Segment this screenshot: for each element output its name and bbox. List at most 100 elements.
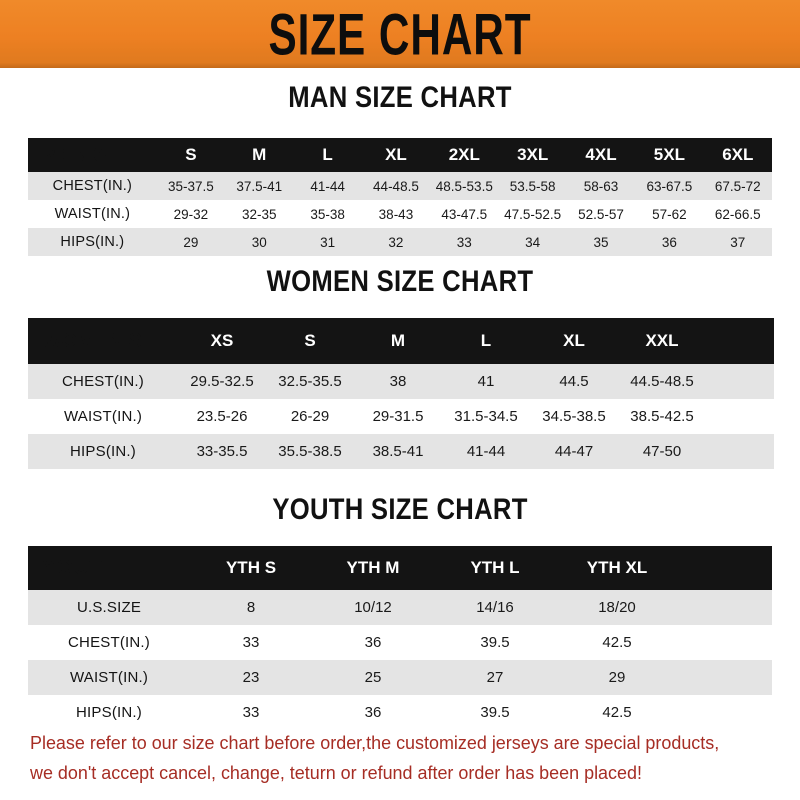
men-header-row: MEN'S S M L XL 2XL 3XL 4XL 5XL 6XL [28,138,772,172]
cell: 35 [566,228,636,256]
cell-spacer [678,590,772,625]
women-col-header: XL [530,318,618,364]
youth-col-header: YTH M [312,546,434,590]
youth-header-row: YOUTH YTH S YTH M YTH L YTH XL [28,546,772,590]
cell: 33-35.5 [178,434,266,469]
cell: 42.5 [556,625,678,660]
men-col-header: M [225,138,294,172]
table-row: HIPS(IN.) 33 36 39.5 42.5 [28,695,772,730]
cell: 32 [361,228,431,256]
men-corner-label: MEN'S [28,138,157,172]
cell: 43-47.5 [430,200,499,228]
cell: 35-37.5 [156,172,226,200]
men-col-header: 4XL [566,138,636,172]
row-label: U.S.SIZE [28,590,190,625]
cell: 29 [556,660,678,695]
women-header-row: WOMEN'S XS S M L XL XXL [28,318,774,364]
cell: 38 [354,364,442,399]
cell: 30 [225,228,294,256]
cell: 39.5 [434,625,556,660]
women-header-spacer [706,318,774,364]
cell: 41 [442,364,530,399]
cell: 23.5-26 [178,399,266,434]
row-label: CHEST(IN.) [28,364,178,399]
cell: 32-35 [225,200,294,228]
cell: 29 [156,228,226,256]
cell: 38.5-41 [354,434,442,469]
women-col-header: XXL [618,318,706,364]
youth-col-header: YTH L [434,546,556,590]
page-title: SIZE CHART [268,0,532,68]
cell: 34 [498,228,567,256]
cell: 18/20 [556,590,678,625]
table-row: CHEST(IN.) 33 36 39.5 42.5 [28,625,772,660]
table-row: HIPS(IN.) 29 30 31 32 33 34 35 36 37 [28,228,772,256]
cell-spacer [678,625,772,660]
women-col-header: M [354,318,442,364]
men-col-header: XL [361,138,431,172]
cell: 63-67.5 [635,172,704,200]
page-banner: SIZE CHART [0,0,800,68]
cell: 27 [434,660,556,695]
men-col-header: 6XL [703,138,772,172]
cell: 36 [312,625,434,660]
women-col-header: XS [178,318,266,364]
cell: 31.5-34.5 [442,399,530,434]
cell: 48.5-53.5 [430,172,499,200]
cell: 10/12 [312,590,434,625]
cell: 34.5-38.5 [530,399,618,434]
men-col-header: 2XL [430,138,499,172]
table-row: WAIST(IN.) 23.5-26 26-29 29-31.5 31.5-34… [28,399,774,434]
men-col-header: S [156,138,226,172]
disclaimer-note: Please refer to our size chart before or… [30,728,756,788]
cell-spacer [706,399,774,434]
cell: 33 [430,228,499,256]
table-row: CHEST(IN.) 29.5-32.5 32.5-35.5 38 41 44.… [28,364,774,399]
cell: 26-29 [266,399,354,434]
cell: 35.5-38.5 [266,434,354,469]
women-section-heading: WOMEN SIZE CHART [266,264,534,298]
cell: 29.5-32.5 [178,364,266,399]
cell: 8 [190,590,312,625]
cell: 57-62 [635,200,704,228]
table-row: U.S.SIZE 8 10/12 14/16 18/20 [28,590,772,625]
cell: 44.5 [530,364,618,399]
row-label: CHEST(IN.) [28,625,190,660]
cell: 25 [312,660,434,695]
row-label: HIPS(IN.) [28,695,190,730]
table-row: WAIST(IN.) 23 25 27 29 [28,660,772,695]
cell: 39.5 [434,695,556,730]
table-row: WAIST(IN.) 29-32 32-35 35-38 38-43 43-47… [28,200,772,228]
cell: 44.5-48.5 [618,364,706,399]
men-col-header: 3XL [498,138,567,172]
cell: 42.5 [556,695,678,730]
cell: 53.5-58 [498,172,567,200]
table-row: CHEST(IN.) 35-37.5 37.5-41 41-44 44-48.5… [28,172,772,200]
cell: 36 [312,695,434,730]
cell: 44-48.5 [361,172,431,200]
cell: 62-66.5 [703,200,772,228]
cell: 29-31.5 [354,399,442,434]
cell-spacer [678,660,772,695]
cell: 32.5-35.5 [266,364,354,399]
youth-col-header: YTH XL [556,546,678,590]
row-label: CHEST(IN.) [28,172,157,200]
cell: 38.5-42.5 [618,399,706,434]
cell-spacer [706,434,774,469]
cell: 35-38 [293,200,362,228]
cell: 67.5-72 [703,172,772,200]
cell: 29-32 [156,200,226,228]
cell: 37.5-41 [225,172,294,200]
cell: 37 [703,228,772,256]
youth-corner-label: YOUTH [28,546,190,590]
cell: 14/16 [434,590,556,625]
cell: 52.5-57 [566,200,636,228]
cell: 44-47 [530,434,618,469]
youth-header-spacer [678,546,772,590]
cell-spacer [678,695,772,730]
men-col-header: L [293,138,362,172]
men-size-table: MEN'S S M L XL 2XL 3XL 4XL 5XL 6XL CHEST… [28,138,772,256]
disclaimer-line-2: we don't accept cancel, change, teturn o… [30,762,642,783]
cell: 47-50 [618,434,706,469]
